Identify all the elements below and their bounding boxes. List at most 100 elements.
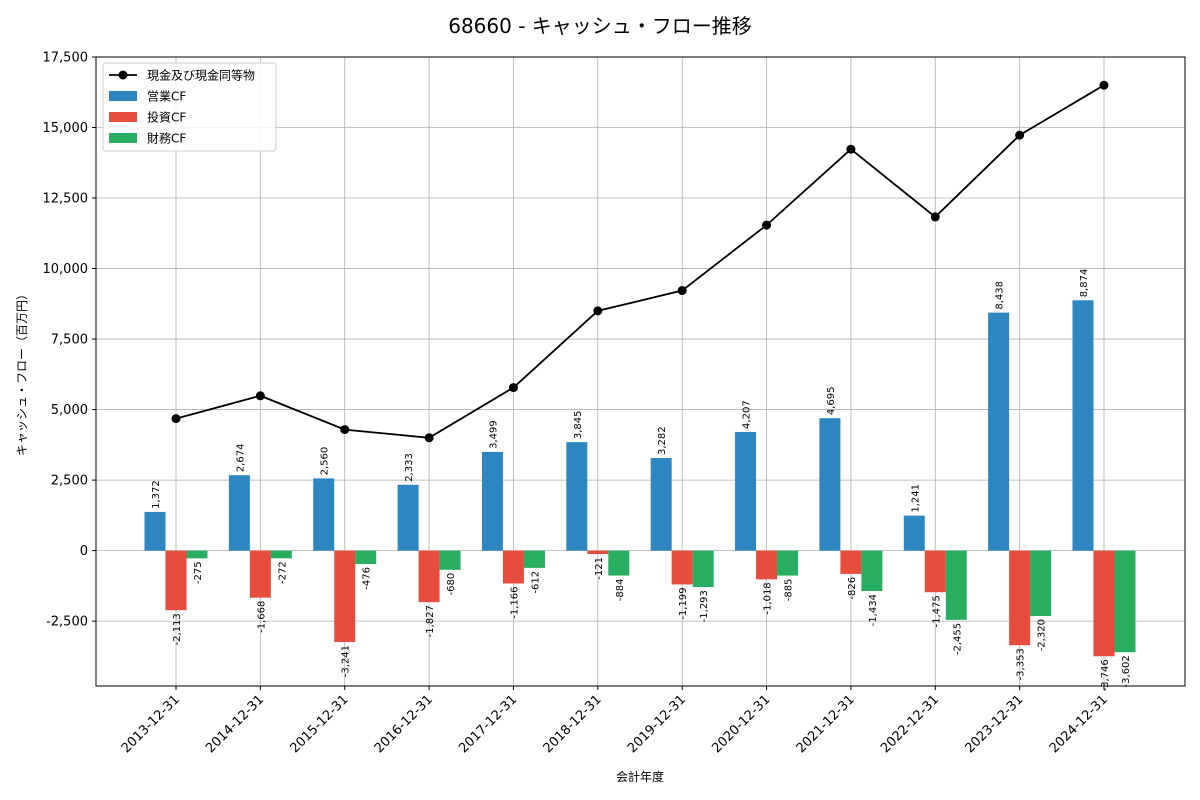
legend-box bbox=[102, 62, 277, 152]
cash-point bbox=[171, 414, 181, 424]
legend-label: 財務CF bbox=[147, 131, 186, 146]
bar bbox=[481, 451, 503, 551]
plot-frame bbox=[95, 56, 1186, 687]
cash-line bbox=[175, 84, 1105, 439]
bar-layer bbox=[144, 300, 1136, 657]
y-tick-label: 7,500 bbox=[51, 333, 88, 348]
cash-point bbox=[1015, 130, 1025, 140]
bar bbox=[502, 550, 524, 584]
data-label: 1,372 bbox=[151, 480, 162, 509]
y-tick-label: 2,500 bbox=[51, 474, 88, 489]
cash-point bbox=[593, 306, 603, 316]
legend-swatch bbox=[109, 112, 137, 122]
cash-point bbox=[255, 391, 265, 401]
legend-label: 投資CF bbox=[147, 110, 186, 125]
bar bbox=[861, 550, 883, 592]
cash-point bbox=[762, 220, 772, 230]
bar bbox=[249, 550, 271, 598]
bar bbox=[1009, 550, 1031, 646]
x-tick-label: 2023-12-31 bbox=[962, 692, 1026, 756]
data-label: -3,602 bbox=[1121, 655, 1132, 687]
bar bbox=[671, 550, 693, 585]
bar bbox=[735, 431, 757, 551]
label-layer: 1,372 2,674 2,560 2,333 3,499 3,845 3,282 4,207… bbox=[151, 269, 1132, 692]
data-label: -2,455 bbox=[952, 623, 963, 655]
data-label: 3,282 bbox=[657, 426, 668, 455]
x-tick-label: 2019-12-31 bbox=[625, 692, 689, 756]
bar bbox=[334, 550, 356, 643]
legend-label: 営業CF bbox=[147, 90, 186, 104]
x-tick-label: 2015-12-31 bbox=[288, 692, 352, 756]
data-label: 4,695 bbox=[826, 387, 837, 416]
axis-layer: -2,500 0 2,500 5,000 7,500 10,000 12,500 15,000… bbox=[43, 51, 1111, 757]
data-label: 8,874 bbox=[1079, 269, 1090, 298]
legend-swatch bbox=[109, 133, 137, 143]
x-tick-label: 2022-12-31 bbox=[878, 692, 942, 756]
x-tick-label: 2018-12-31 bbox=[541, 692, 605, 756]
bar bbox=[397, 484, 419, 551]
bar bbox=[924, 550, 946, 593]
data-label: -1,434 bbox=[868, 594, 879, 626]
bar bbox=[903, 515, 925, 551]
bar bbox=[756, 550, 778, 580]
y-tick-label: -2,500 bbox=[46, 615, 88, 630]
cash-point bbox=[846, 144, 856, 154]
y-axis-title: キャッシュ・フロー（百万円） bbox=[15, 288, 29, 456]
data-label: 1,241 bbox=[910, 484, 921, 513]
data-label: 3,845 bbox=[573, 411, 584, 440]
data-label: -3,241 bbox=[341, 645, 352, 677]
cash-point bbox=[930, 212, 940, 222]
y-tick-label: 17,500 bbox=[43, 51, 89, 66]
bar bbox=[988, 312, 1010, 551]
bar bbox=[1072, 300, 1094, 551]
bar bbox=[270, 550, 292, 559]
x-tick-label: 2014-12-31 bbox=[203, 692, 267, 756]
data-label: -680 bbox=[446, 573, 457, 596]
bar bbox=[587, 550, 609, 555]
bar bbox=[144, 511, 166, 551]
data-label: -1,199 bbox=[678, 587, 689, 619]
cash-point bbox=[677, 286, 687, 296]
data-label: -272 bbox=[277, 561, 288, 584]
data-label: 2,674 bbox=[235, 444, 246, 473]
x-axis-title: 会計年度 bbox=[616, 769, 664, 784]
data-label: -1,475 bbox=[931, 595, 942, 627]
data-label: 8,438 bbox=[995, 281, 1006, 310]
bar bbox=[566, 442, 588, 551]
data-label: -121 bbox=[594, 557, 605, 580]
legend-swatch bbox=[109, 91, 137, 101]
cash-point bbox=[424, 433, 434, 443]
x-tick-label: 2017-12-31 bbox=[456, 692, 520, 756]
bar bbox=[418, 550, 440, 603]
y-tick-label: 5,000 bbox=[51, 403, 88, 418]
bar bbox=[186, 550, 208, 559]
x-tick-label: 2021-12-31 bbox=[794, 692, 858, 756]
bar bbox=[840, 550, 862, 574]
bar bbox=[945, 550, 967, 620]
data-label: -476 bbox=[362, 567, 373, 590]
legend-marker bbox=[118, 70, 128, 80]
bar bbox=[1093, 550, 1115, 657]
cash-point bbox=[1099, 80, 1109, 90]
data-label: -3,746 bbox=[1100, 659, 1111, 691]
bar bbox=[650, 458, 672, 551]
line-layer bbox=[171, 80, 1109, 443]
data-label: -826 bbox=[847, 577, 858, 600]
data-label: -612 bbox=[530, 571, 541, 594]
x-tick-label: 2013-12-31 bbox=[119, 692, 183, 756]
bar bbox=[439, 550, 461, 570]
bar bbox=[355, 550, 377, 565]
bar bbox=[608, 550, 630, 576]
bar bbox=[692, 550, 714, 588]
data-label: -2,113 bbox=[172, 613, 183, 645]
y-tick-label: 15,000 bbox=[43, 121, 89, 136]
x-tick-label: 2024-12-31 bbox=[1047, 692, 1111, 756]
bar bbox=[523, 550, 545, 568]
y-tick-label: 10,000 bbox=[43, 262, 89, 277]
cash-point bbox=[508, 383, 518, 393]
chart-title: 68660 - キャッシュ・フロー推移 bbox=[448, 14, 752, 38]
data-label: -1,827 bbox=[425, 605, 436, 637]
data-label: -1,293 bbox=[699, 590, 710, 622]
